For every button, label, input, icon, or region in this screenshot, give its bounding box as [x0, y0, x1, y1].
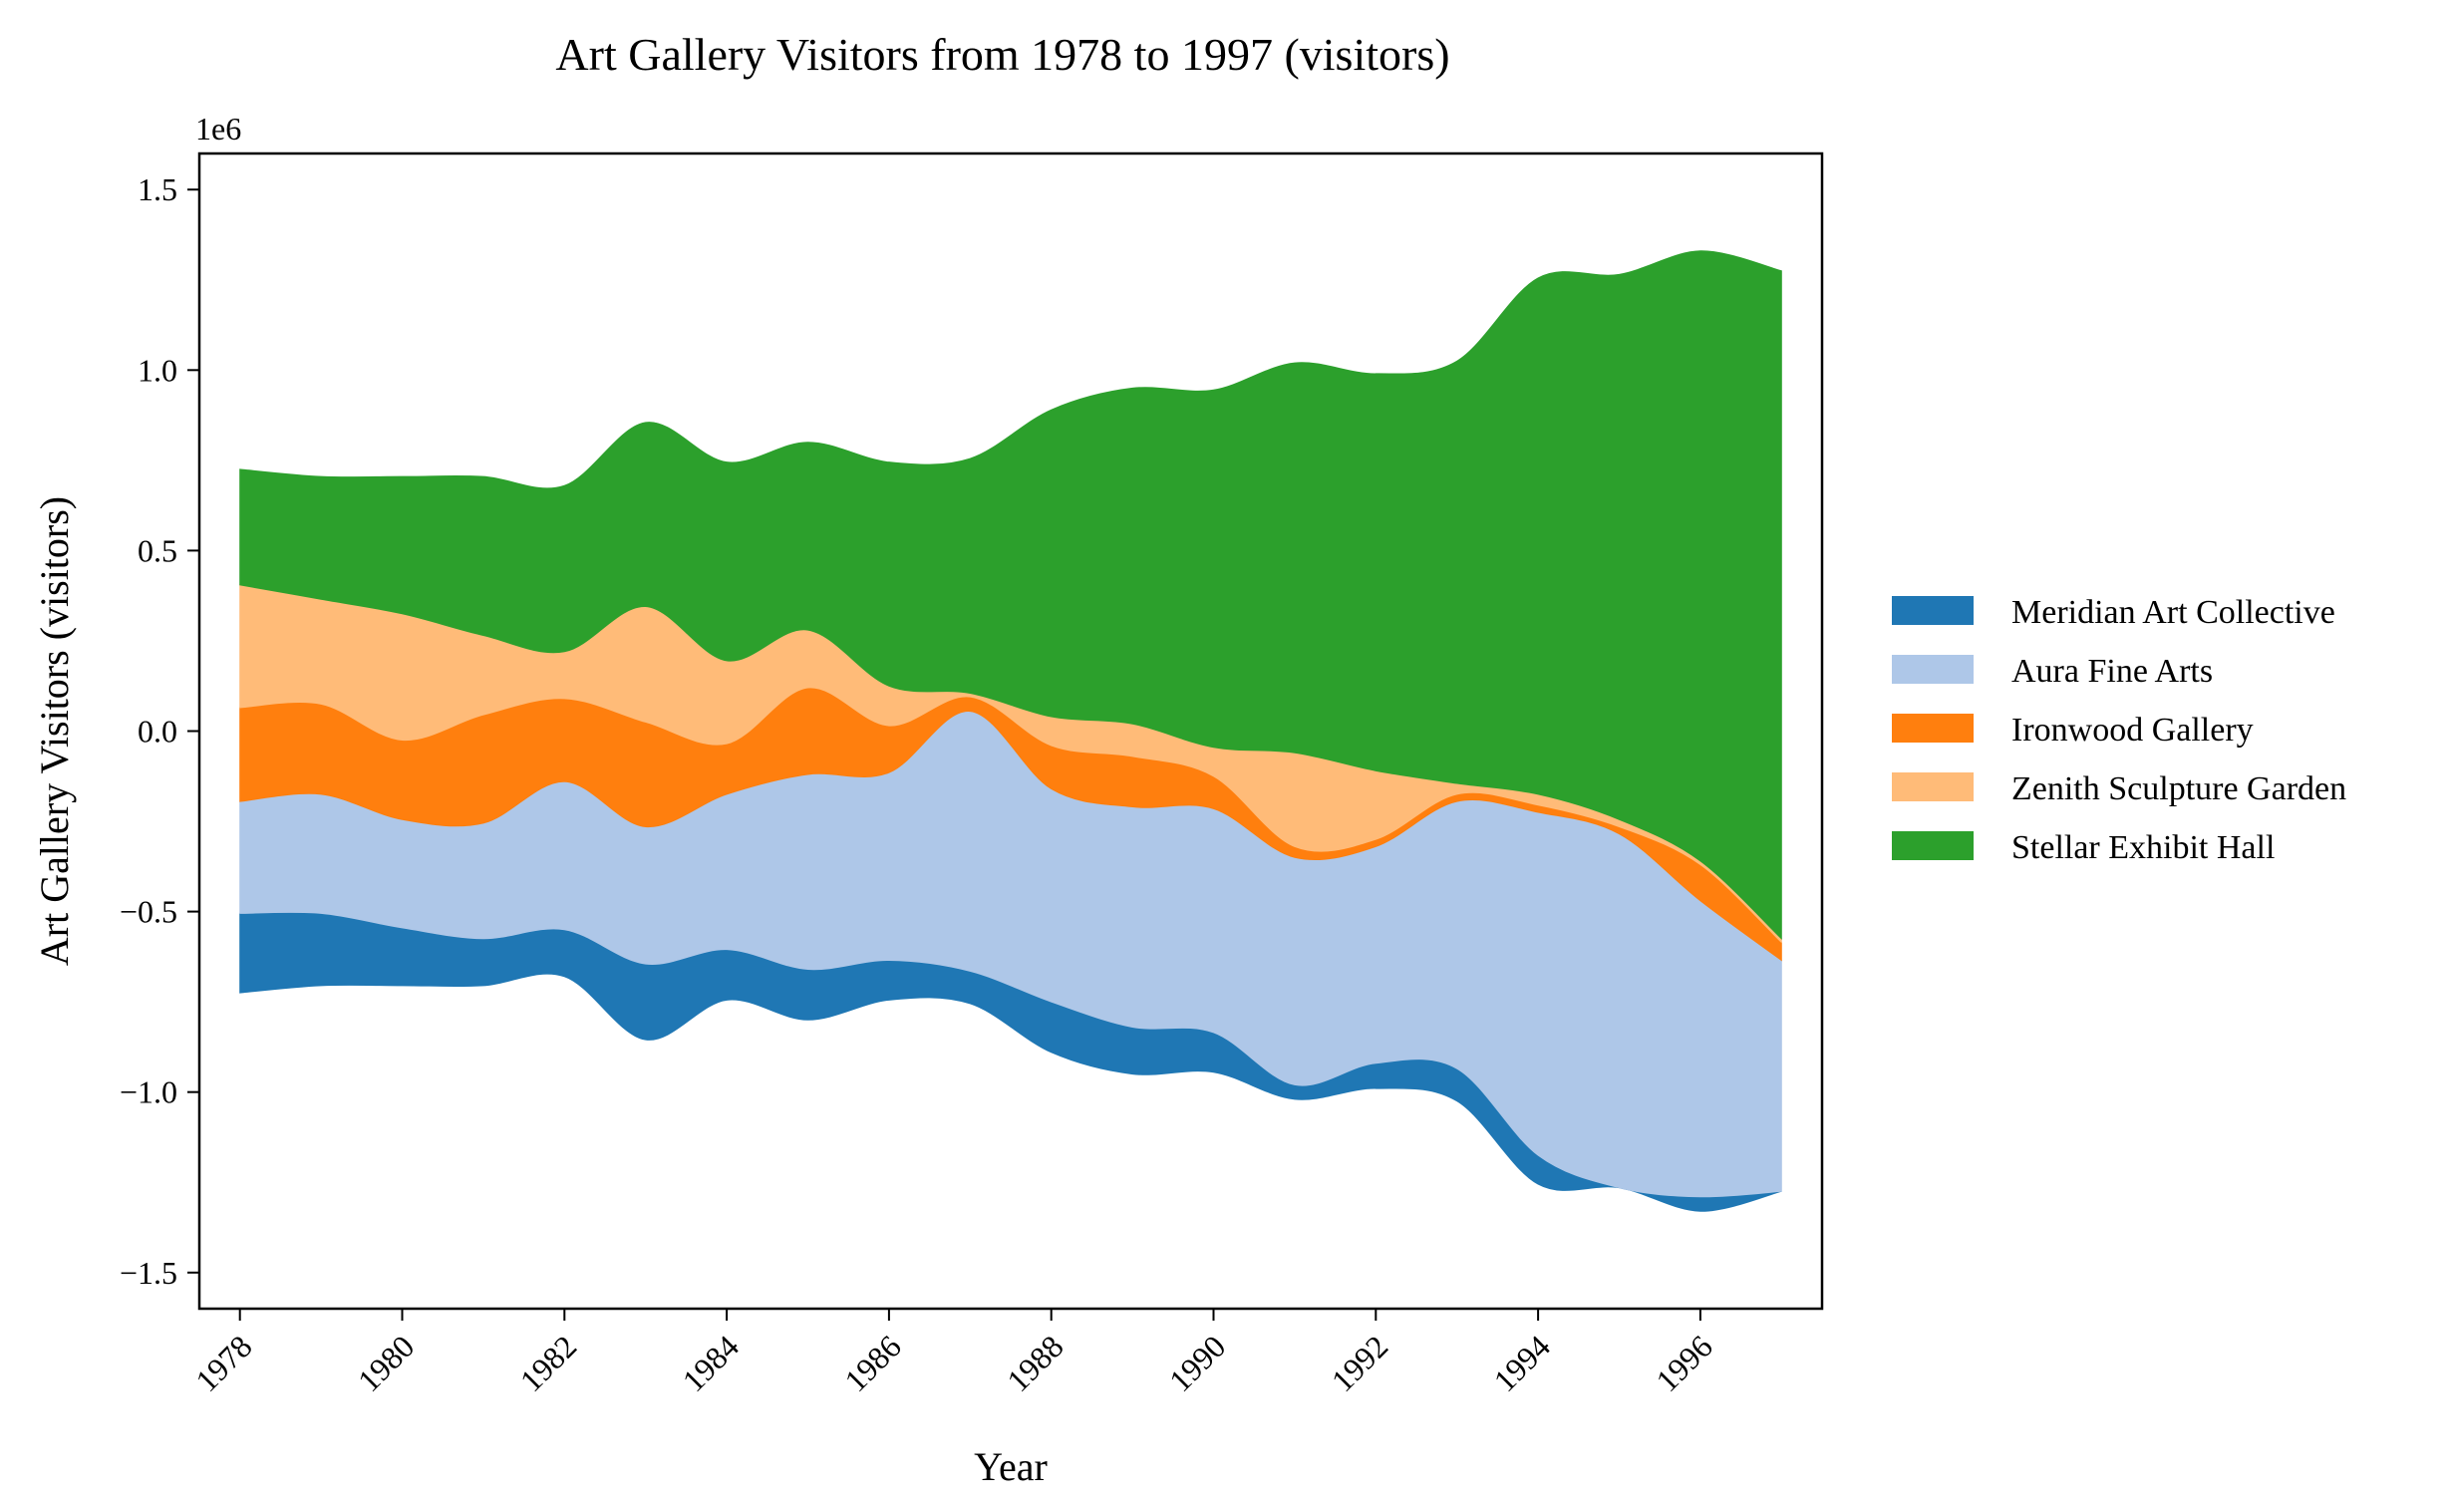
y-tick-label: −1.0 [120, 1074, 177, 1110]
y-tick-label: 1.5 [138, 171, 177, 207]
area-stellar-exhibit-hall [239, 250, 1782, 940]
x-tick-label: 1980 [351, 1328, 422, 1398]
x-axis-ticks: 1978 1980 1982 1984 1986 1988 1990 1992 1994 1996 [188, 1309, 1719, 1398]
x-tick-label: 1978 [188, 1328, 259, 1398]
legend-label: Zenith Sculpture Garden [2011, 770, 2346, 807]
x-tick-label: 1990 [1162, 1328, 1233, 1398]
legend-swatch [1892, 831, 1974, 860]
legend-label: Aura Fine Arts [2011, 653, 2213, 690]
y-tick-label: 0.0 [138, 714, 177, 750]
y-tick-label: −0.5 [120, 894, 177, 930]
x-tick-label: 1988 [1000, 1328, 1071, 1398]
y-axis-ticks: −1.5 −1.0 −0.5 0.0 0.5 1.0 1.5 [120, 171, 199, 1291]
legend-label: Stellar Exhibit Hall [2011, 829, 2275, 866]
y-axis-title: Art Gallery Visitors (visitors) [32, 496, 77, 966]
x-tick-label: 1986 [837, 1328, 908, 1398]
x-tick-label: 1994 [1486, 1328, 1557, 1398]
stream-areas [239, 250, 1782, 1212]
legend-swatch [1892, 655, 1974, 684]
y-tick-label: 1.0 [138, 352, 177, 388]
x-tick-label: 1982 [513, 1328, 584, 1398]
chart-title: Art Gallery Visitors from 1978 to 1997 (… [555, 29, 1449, 80]
y-offset-label: 1e6 [195, 111, 241, 147]
x-tick-label: 1992 [1325, 1328, 1395, 1398]
legend-label: Ironwood Gallery [2011, 712, 2254, 749]
legend-swatch [1892, 772, 1974, 801]
legend: Meridian Art Collective Aura Fine Arts Iro… [1892, 594, 2346, 866]
plot-frame [197, 151, 1824, 1311]
x-tick-label: 1984 [675, 1328, 746, 1398]
x-tick-label: 1996 [1649, 1328, 1719, 1398]
legend-swatch [1892, 714, 1974, 743]
x-axis-title: Year [974, 1444, 1048, 1489]
y-tick-label: 0.5 [138, 532, 177, 568]
y-tick-label: −1.5 [120, 1255, 177, 1291]
legend-swatch [1892, 596, 1974, 625]
legend-label: Meridian Art Collective [2011, 594, 2335, 631]
